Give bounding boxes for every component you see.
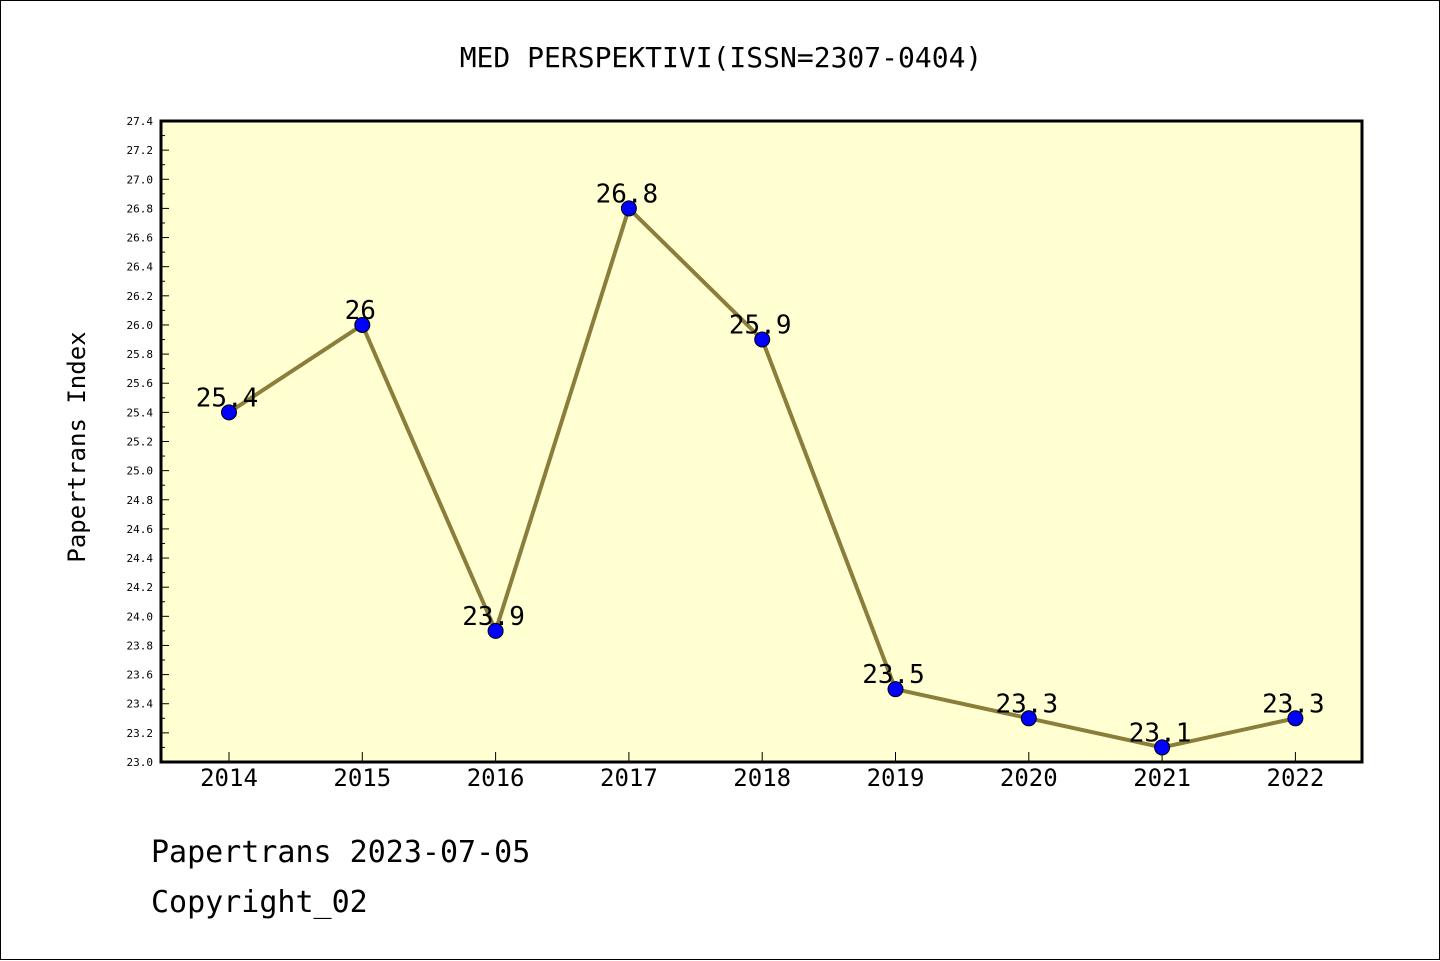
data-label: 26.8 — [596, 179, 659, 209]
x-tick-label: 2016 — [467, 764, 525, 792]
y-tick-label: 23.6 — [127, 669, 154, 682]
x-tick-label: 2019 — [867, 764, 925, 792]
x-tick-label: 2020 — [1000, 764, 1058, 792]
data-point — [1287, 710, 1304, 727]
data-label: 26 — [345, 296, 376, 326]
footer-copyright: Copyright_02 — [151, 885, 368, 920]
data-label: 25.4 — [196, 383, 259, 413]
data-point — [1020, 710, 1037, 727]
y-tick-label: 23.8 — [127, 639, 154, 652]
y-tick-label: 24.2 — [127, 581, 154, 594]
chart-title: MED PERSPEKTIVI(ISSN=2307-0404) — [460, 41, 983, 74]
data-point — [221, 404, 237, 421]
plot-area — [159, 119, 1364, 764]
data-label: 23.3 — [1262, 689, 1325, 719]
data-point — [754, 331, 771, 348]
y-tick-label: 24.6 — [127, 523, 154, 536]
x-axis-ticks: 2014 2015 2016 2017 2018 2019 2020 2021 2022 — [200, 752, 1324, 792]
data-label: 23.9 — [462, 602, 525, 632]
data-label: 25.9 — [729, 311, 792, 341]
data-point — [487, 622, 504, 639]
y-tick-label: 24.0 — [127, 610, 154, 623]
y-tick-label: 25.4 — [127, 406, 154, 419]
y-tick-label: 25.8 — [127, 348, 154, 361]
data-point — [887, 681, 904, 698]
x-tick-label: 2017 — [600, 764, 658, 792]
y-tick-label: 27.2 — [127, 144, 154, 157]
x-tick-label: 2021 — [1133, 764, 1191, 792]
y-tick-label: 26.2 — [127, 290, 154, 303]
y-axis-ticks: 23.0 23.2 23.4 23.6 23.8 24.0 24.2 24.4 24.6 24.8… — [127, 115, 169, 769]
y-tick-label: 25.0 — [127, 465, 154, 478]
data-label: 23.3 — [995, 689, 1058, 719]
data-label: 23.5 — [862, 660, 925, 690]
x-tick-label: 2014 — [200, 764, 258, 792]
y-tick-label: 25.6 — [127, 377, 154, 390]
x-tick-label: 2022 — [1267, 764, 1325, 792]
y-axis-label: Papertrans Index — [63, 331, 91, 562]
footer-date: Papertrans 2023-07-05 — [151, 835, 531, 870]
y-tick-label: 26.4 — [127, 261, 154, 274]
y-tick-label: 23.0 — [127, 756, 154, 769]
y-tick-label: 27.4 — [127, 115, 154, 128]
y-tick-label: 25.2 — [127, 436, 154, 449]
data-point — [1154, 739, 1171, 756]
data-label: 23.1 — [1129, 718, 1192, 748]
x-tick-label: 2015 — [333, 764, 391, 792]
y-tick-label: 23.2 — [127, 727, 154, 740]
y-tick-label: 27.0 — [127, 173, 154, 186]
data-point — [620, 200, 637, 217]
y-tick-label: 23.4 — [127, 698, 154, 711]
data-point — [354, 316, 371, 333]
x-tick-label: 2018 — [733, 764, 791, 792]
y-tick-label: 26.0 — [127, 319, 154, 332]
y-tick-label: 24.4 — [127, 552, 154, 565]
y-tick-label: 26.8 — [127, 202, 154, 215]
y-tick-label: 24.8 — [127, 494, 154, 507]
series-layer: 25.4 26 23.9 26.8 25.9 23.5 23.3 23.1 23.3 — [196, 179, 1325, 756]
y-tick-label: 26.6 — [127, 232, 154, 245]
